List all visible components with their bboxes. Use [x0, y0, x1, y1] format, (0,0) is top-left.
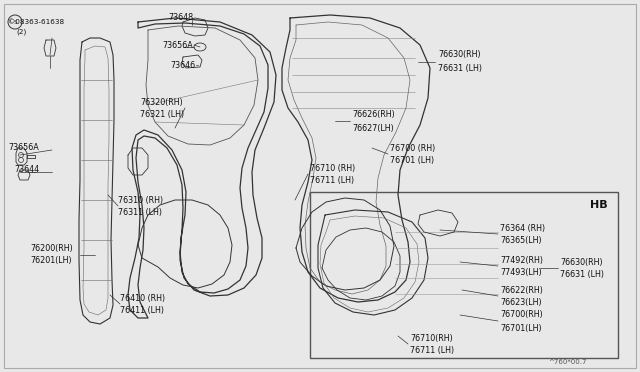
Text: 76631 (LH): 76631 (LH) — [560, 270, 604, 279]
Text: 76321 (LH): 76321 (LH) — [140, 109, 184, 119]
Text: 76623(LH): 76623(LH) — [500, 298, 541, 308]
Text: 76200(RH): 76200(RH) — [30, 244, 73, 253]
Text: (2): (2) — [16, 29, 26, 35]
Text: 76631 (LH): 76631 (LH) — [438, 64, 482, 73]
Text: 76311 (LH): 76311 (LH) — [118, 208, 162, 218]
Text: 76630(RH): 76630(RH) — [438, 51, 481, 60]
Text: 77492(RH): 77492(RH) — [500, 256, 543, 264]
Text: 73656A: 73656A — [8, 144, 39, 153]
Text: 76710 (RH): 76710 (RH) — [310, 164, 355, 173]
Text: 73644: 73644 — [14, 166, 39, 174]
Text: 76711 (LH): 76711 (LH) — [310, 176, 354, 186]
Text: 76411 (LH): 76411 (LH) — [120, 307, 164, 315]
Text: 76701(LH): 76701(LH) — [500, 324, 541, 333]
Text: 76700(RH): 76700(RH) — [500, 311, 543, 320]
Text: 76320(RH): 76320(RH) — [140, 97, 183, 106]
Text: 76622(RH): 76622(RH) — [500, 285, 543, 295]
Text: 73648: 73648 — [168, 13, 193, 22]
Text: HB: HB — [590, 200, 607, 210]
Text: 76701 (LH): 76701 (LH) — [390, 157, 434, 166]
Text: 73646: 73646 — [170, 61, 195, 70]
Text: ^760*00.7: ^760*00.7 — [548, 359, 586, 365]
Text: 76365(LH): 76365(LH) — [500, 237, 541, 246]
Text: 76711 (LH): 76711 (LH) — [410, 346, 454, 356]
Text: 76700 (RH): 76700 (RH) — [390, 144, 435, 153]
Text: 76710(RH): 76710(RH) — [410, 334, 452, 343]
Text: 76310 (RH): 76310 (RH) — [118, 196, 163, 205]
Text: 76201(LH): 76201(LH) — [30, 257, 72, 266]
Text: 76410 (RH): 76410 (RH) — [120, 294, 165, 302]
Bar — [310, 192, 618, 358]
Text: 76630(RH): 76630(RH) — [560, 257, 603, 266]
Text: 77493(LH): 77493(LH) — [500, 269, 541, 278]
Text: 76627(LH): 76627(LH) — [352, 124, 394, 132]
Text: 76364 (RH): 76364 (RH) — [500, 224, 545, 232]
Text: 73656A: 73656A — [162, 41, 193, 49]
Text: S: S — [13, 19, 17, 25]
Text: 76626(RH): 76626(RH) — [352, 110, 395, 119]
Text: ©08363-61638: ©08363-61638 — [8, 19, 64, 25]
